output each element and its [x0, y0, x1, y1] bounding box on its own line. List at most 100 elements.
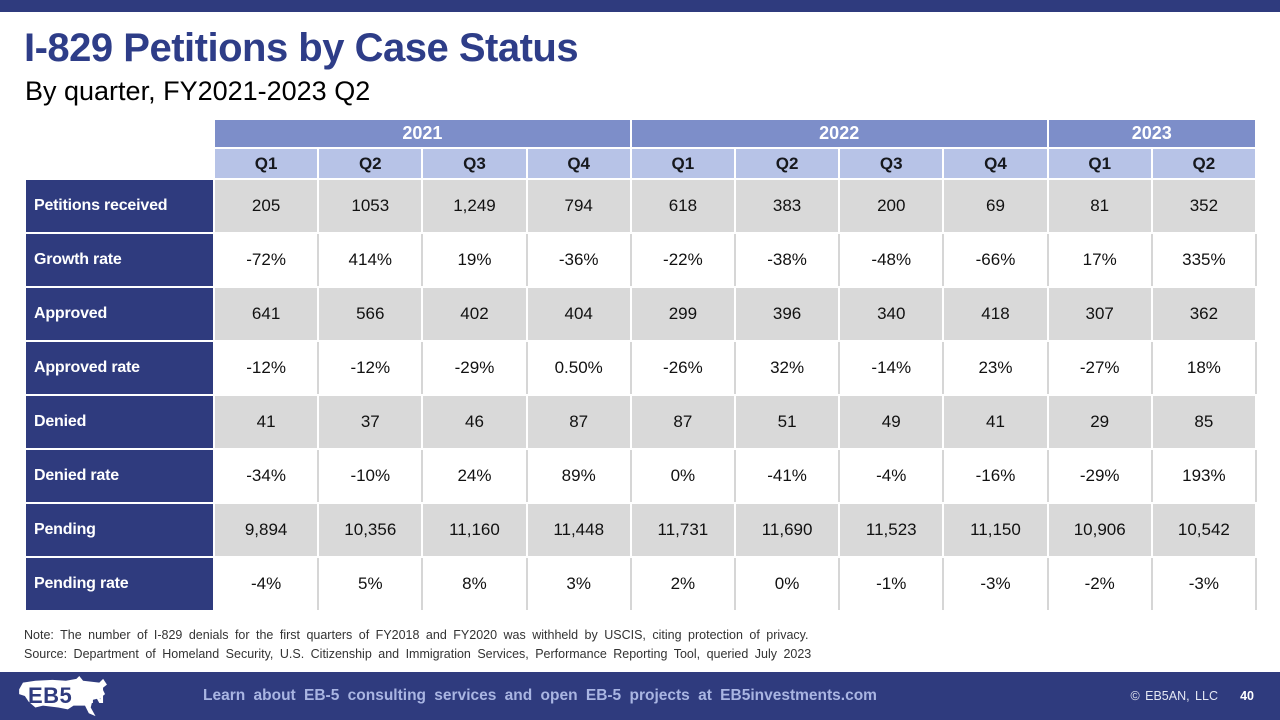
- value-cell: -26%: [629, 340, 736, 396]
- value-cell: 1053: [317, 178, 424, 234]
- logo-text-eb5: EB5: [28, 683, 73, 708]
- value-cell: 335%: [1150, 232, 1257, 288]
- value-cell: -29%: [421, 340, 528, 396]
- footnotes: Note: The number of I-829 denials for th…: [24, 626, 1124, 665]
- value-cell: 51: [733, 394, 841, 450]
- quarter-header-5: Q2: [733, 147, 841, 180]
- value-cell: -4%: [212, 556, 320, 612]
- footer-promo-text: Learn about EB-5 consulting services and…: [203, 687, 877, 704]
- value-cell: 404: [525, 286, 632, 342]
- value-cell: -14%: [838, 340, 945, 396]
- logo-text: EB5AN: [28, 683, 105, 709]
- value-cell: 396: [733, 286, 841, 342]
- quarter-header-1: Q2: [317, 147, 424, 180]
- petitions-table: 2021 2022 2023 Q1 Q2 Q3 Q4 Q1 Q2 Q3 Q4 Q1 Q2 Petition…: [24, 118, 1257, 612]
- row-label: Pending: [24, 502, 215, 558]
- year-header-row: 2021 2022 2023: [25, 118, 1257, 149]
- value-cell: 418: [942, 286, 1049, 342]
- row-label: Pending rate: [24, 556, 215, 612]
- page-number: 40: [1240, 689, 1254, 703]
- value-cell: 794: [525, 178, 632, 234]
- value-cell: 3%: [525, 556, 632, 612]
- logo-text-an: AN: [72, 683, 106, 708]
- value-cell: -36%: [525, 232, 632, 288]
- corner-cell: [25, 119, 214, 148]
- value-cell: 11,523: [838, 502, 945, 558]
- value-cell: -10%: [317, 448, 424, 504]
- value-cell: 85: [1150, 394, 1257, 450]
- value-cell: 307: [1046, 286, 1153, 342]
- row-label: Approved: [24, 286, 215, 342]
- value-cell: 11,448: [525, 502, 632, 558]
- value-cell: -4%: [838, 448, 945, 504]
- year-header-2021: 2021: [213, 118, 632, 149]
- year-header-2023: 2023: [1046, 118, 1257, 149]
- page-title: I-829 Petitions by Case Status: [24, 26, 579, 70]
- value-cell: 0.50%: [525, 340, 632, 396]
- value-cell: 23%: [942, 340, 1049, 396]
- value-cell: 11,160: [421, 502, 528, 558]
- value-cell: 19%: [421, 232, 528, 288]
- row-label: Denied rate: [24, 448, 215, 504]
- value-cell: -12%: [212, 340, 320, 396]
- value-cell: -66%: [942, 232, 1049, 288]
- value-cell: 41: [212, 394, 320, 450]
- value-cell: 5%: [317, 556, 424, 612]
- table-row: Petitions received 205 1053 1,249 794 618 383 2…: [24, 178, 1257, 234]
- value-cell: 340: [838, 286, 945, 342]
- value-cell: 87: [629, 394, 736, 450]
- table-row: Approved rate -12% -12% -29% 0.50% -26% 32% -14…: [24, 340, 1257, 396]
- value-cell: -72%: [212, 232, 320, 288]
- value-cell: 299: [629, 286, 736, 342]
- value-cell: 24%: [421, 448, 528, 504]
- table-row: Pending rate -4% 5% 8% 3% 2% 0% -1% -3% -2% -3%: [24, 556, 1257, 612]
- quarter-header-0: Q1: [212, 147, 320, 180]
- value-cell: 11,690: [733, 502, 841, 558]
- value-cell: 49: [838, 394, 945, 450]
- value-cell: 362: [1150, 286, 1257, 342]
- value-cell: 2%: [629, 556, 736, 612]
- value-cell: 352: [1150, 178, 1257, 234]
- value-cell: -2%: [1046, 556, 1153, 612]
- quarter-header-8: Q1: [1046, 147, 1153, 180]
- usa-map-icon: [19, 676, 107, 717]
- value-cell: 81: [1046, 178, 1153, 234]
- table-row: Growth rate -72% 414% 19% -36% -22% -38% -48% -6…: [24, 232, 1257, 288]
- table-row: Pending 9,894 10,356 11,160 11,448 11,731 11,6…: [24, 502, 1257, 558]
- value-cell: 18%: [1150, 340, 1257, 396]
- row-label: Denied: [24, 394, 215, 450]
- value-cell: 1,249: [421, 178, 528, 234]
- value-cell: -22%: [629, 232, 736, 288]
- quarter-header-6: Q3: [838, 147, 945, 180]
- value-cell: 414%: [317, 232, 424, 288]
- copyright-text: © EB5AN, LLC: [1130, 689, 1218, 703]
- quarter-header-2: Q3: [421, 147, 528, 180]
- value-cell: -41%: [733, 448, 841, 504]
- row-label: Approved rate: [24, 340, 215, 396]
- top-accent-bar: [0, 0, 1280, 12]
- value-cell: 69: [942, 178, 1049, 234]
- quarter-header-9: Q2: [1150, 147, 1257, 180]
- value-cell: 9,894: [212, 502, 320, 558]
- value-cell: 10,542: [1150, 502, 1257, 558]
- quarter-header-3: Q4: [525, 147, 632, 180]
- value-cell: 0%: [733, 556, 841, 612]
- table-row: Approved 641 566 402 404 299 396 340 418 307 362: [24, 286, 1257, 342]
- value-cell: 8%: [421, 556, 528, 612]
- note-line: Note: The number of I-829 denials for th…: [24, 628, 809, 642]
- value-cell: 383: [733, 178, 841, 234]
- year-header-2022: 2022: [629, 118, 1049, 149]
- value-cell: 17%: [1046, 232, 1153, 288]
- eb5an-logo: EB5AN: [16, 674, 126, 718]
- value-cell: -16%: [942, 448, 1049, 504]
- row-label: Growth rate: [24, 232, 215, 288]
- value-cell: -12%: [317, 340, 424, 396]
- value-cell: 32%: [733, 340, 841, 396]
- footer-bar: EB5AN Learn about EB-5 consulting servic…: [0, 672, 1280, 720]
- value-cell: 618: [629, 178, 736, 234]
- value-cell: -29%: [1046, 448, 1153, 504]
- value-cell: -48%: [838, 232, 945, 288]
- source-line: Source: Department of Homeland Security,…: [24, 647, 812, 662]
- value-cell: 46: [421, 394, 528, 450]
- value-cell: -27%: [1046, 340, 1153, 396]
